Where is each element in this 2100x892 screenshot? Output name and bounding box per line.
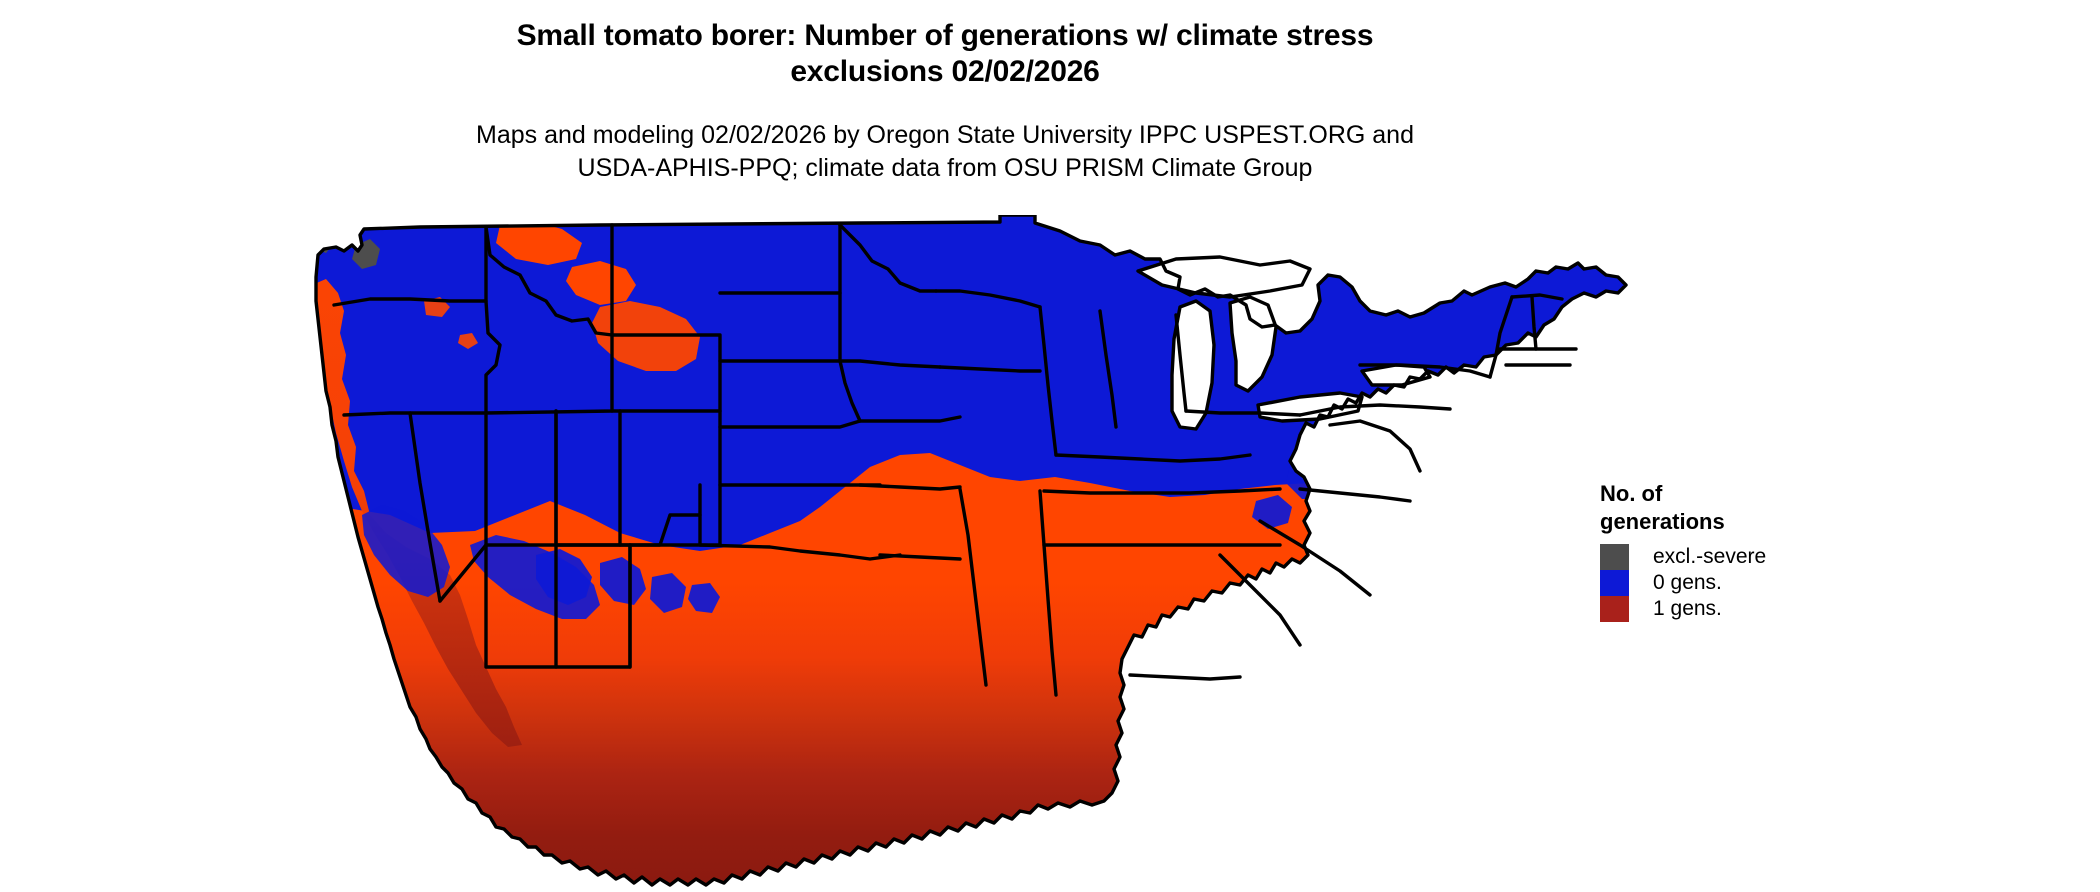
page-title: Small tomato borer: Number of generation… (0, 18, 1890, 90)
legend-swatch-0-gens (1600, 570, 1629, 596)
figure-subtitle: Maps and modeling 02/02/2026 by Oregon S… (0, 119, 1890, 185)
legend-swatch-excl-severe (1600, 544, 1629, 570)
legend-label-0-gens: 0 gens. (1653, 571, 1722, 594)
legend-title-line-1: No. of (1600, 481, 1663, 506)
legend-title-line-2: generations (1600, 509, 1725, 534)
legend-item-excl-severe[interactable]: excl.-severe (1600, 544, 1860, 570)
legend-swatch-1-gens (1600, 596, 1629, 622)
map-legend: No. of generations excl.-severe 0 gens. … (1600, 480, 1860, 622)
legend-label-excl-severe: excl.-severe (1653, 545, 1767, 568)
title-line-1: Small tomato borer: Number of generation… (516, 19, 1374, 52)
legend-item-1-gens[interactable]: 1 gens. (1600, 596, 1860, 622)
legend-items: excl.-severe 0 gens. 1 gens. (1600, 544, 1860, 622)
title-line-2: exclusions 02/02/2026 (790, 55, 1100, 88)
legend-title: No. of generations (1600, 480, 1760, 536)
subtitle-line-1: Maps and modeling 02/02/2026 by Oregon S… (476, 121, 1414, 149)
map-west-coast-gens-band (316, 279, 522, 747)
map-raster-layer (316, 215, 1626, 885)
state-boundaries (314, 215, 1628, 887)
us-choropleth-map (300, 215, 1630, 887)
map-montana-orange-spots (424, 297, 478, 349)
subtitle-line-2: USDA-APHIS-PPQ; climate data from OSU PR… (577, 154, 1313, 182)
legend-label-1-gens: 1 gens. (1653, 597, 1722, 620)
map-svg (314, 215, 1628, 887)
map-snake-river-orange (496, 221, 636, 305)
legend-item-0-gens[interactable]: 0 gens. (1600, 570, 1860, 596)
map-southwest-blue-highlands (536, 549, 720, 613)
